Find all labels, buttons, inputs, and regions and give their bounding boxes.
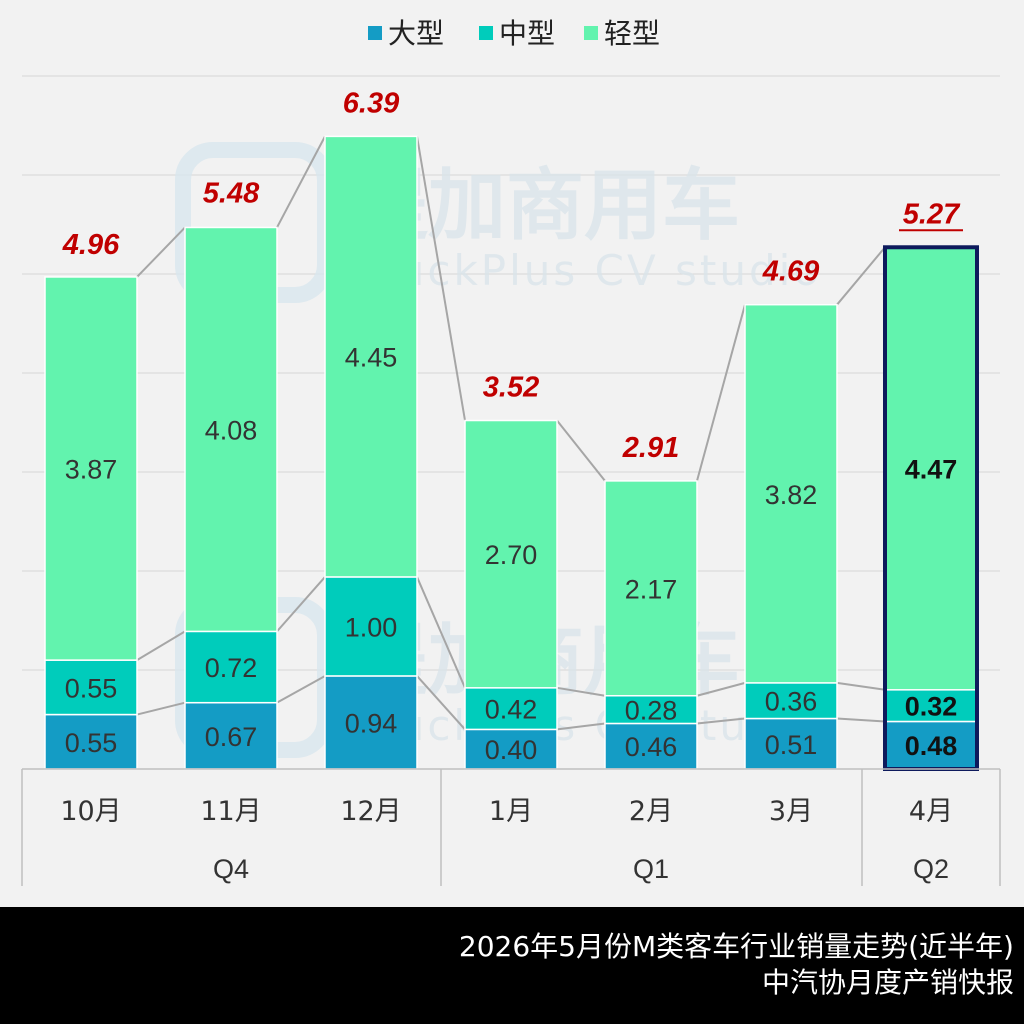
data-label: 4.45 <box>345 343 398 373</box>
data-label: 0.67 <box>205 722 258 752</box>
data-label: 0.42 <box>485 695 538 725</box>
x-tick-label: 11月 <box>200 796 261 827</box>
x-tick-label: 1月 <box>489 796 533 827</box>
bar-segment <box>884 720 978 770</box>
data-label: 0.55 <box>65 673 118 703</box>
footer-source: 中汽协月度产销快报 <box>761 966 1014 999</box>
connector-line <box>276 576 326 633</box>
connector-line <box>136 226 186 278</box>
data-label: 0.46 <box>625 732 678 762</box>
x-tick-label: 4月 <box>909 796 953 827</box>
bar-segment <box>744 303 838 684</box>
connector-line <box>696 717 746 725</box>
bar-segment <box>604 694 698 725</box>
watermark-text-en: TruckPlus CV studio <box>354 246 822 295</box>
x-tick-label: 10月 <box>60 796 121 827</box>
data-label: 2.70 <box>485 540 538 570</box>
legend-swatch <box>368 26 382 40</box>
legend: 大型 中型 轻型 <box>368 17 660 50</box>
x-tick-label: 2月 <box>629 796 673 827</box>
bar-segment <box>184 226 278 633</box>
connector-line <box>556 686 606 697</box>
data-label: 0.51 <box>765 730 818 760</box>
data-label: 0.36 <box>765 687 818 717</box>
data-label: 0.32 <box>905 692 958 722</box>
legend-swatch <box>479 26 493 40</box>
bar-segment <box>744 682 838 720</box>
footer-title: 2026年5月份M类客车行业销量走势(近半年) <box>458 930 1014 963</box>
connector-line <box>416 675 466 731</box>
connector-line <box>836 681 886 691</box>
x-axis: 10月 11月 12月 1月 2月 3月 4月 Q4 Q1 Q2 <box>21 768 1001 886</box>
connector-line <box>696 681 746 697</box>
total-label: 5.27 <box>903 198 961 230</box>
group-label: Q2 <box>913 854 949 884</box>
connector-line <box>276 135 326 228</box>
data-label: 0.55 <box>65 728 118 758</box>
total-label: 5.48 <box>203 177 260 209</box>
data-label: 3.87 <box>65 455 118 485</box>
connector-line <box>276 675 326 704</box>
legend-swatch <box>584 26 598 40</box>
data-label: 0.40 <box>485 735 538 765</box>
data-label: 4.47 <box>905 455 958 485</box>
legend-label: 轻型 <box>604 17 660 50</box>
bar-segment <box>464 687 558 731</box>
total-label: 4.69 <box>762 256 819 288</box>
footer: 2026年5月份M类客车行业销量走势(近半年) 中汽协月度产销快报 <box>0 907 1024 1024</box>
total-label: 3.52 <box>483 372 539 404</box>
legend-label: 大型 <box>388 17 444 50</box>
bar-segment <box>44 276 138 661</box>
connector-lines <box>136 135 886 731</box>
connector-line <box>416 136 466 421</box>
group-label: Q1 <box>633 854 669 884</box>
total-label: 2.91 <box>622 432 679 464</box>
total-label: 6.39 <box>343 87 399 119</box>
group-label: Q4 <box>213 854 249 884</box>
bar-segment <box>464 728 558 770</box>
connector-line <box>136 630 186 661</box>
connector-line <box>836 717 886 723</box>
bar-segment <box>324 135 418 578</box>
connector-line <box>696 304 746 482</box>
total-label: 4.96 <box>62 229 120 261</box>
data-label: 4.08 <box>205 415 258 445</box>
data-label: 0.72 <box>205 653 258 683</box>
bar-segment <box>44 713 138 770</box>
data-label: 2.17 <box>625 574 678 604</box>
bars <box>44 135 979 771</box>
bar-segment <box>464 419 558 689</box>
connector-line <box>556 722 606 731</box>
data-label: 1.00 <box>345 612 398 642</box>
data-label: 0.48 <box>905 731 958 761</box>
data-label: 0.28 <box>625 696 678 726</box>
bar-segment <box>884 246 978 691</box>
bar-segment <box>44 659 138 716</box>
legend-label: 中型 <box>499 17 555 50</box>
bar-segment <box>184 630 278 704</box>
connector-line <box>416 576 466 689</box>
connector-line <box>136 701 186 716</box>
x-tick-label: 12月 <box>340 796 401 827</box>
data-labels: 0.55 0.55 3.87 4.96 0.67 0.72 4.08 5.48 0.94 1.00… <box>62 87 963 765</box>
bar-segment <box>324 675 418 770</box>
connector-line <box>836 246 886 306</box>
bar-segment <box>604 480 698 697</box>
connector-line <box>556 419 606 482</box>
x-tick-label: 3月 <box>769 796 813 827</box>
bar-segment <box>324 576 418 677</box>
bar-segment <box>184 701 278 770</box>
data-label: 0.94 <box>345 708 398 738</box>
data-label: 3.82 <box>765 480 818 510</box>
